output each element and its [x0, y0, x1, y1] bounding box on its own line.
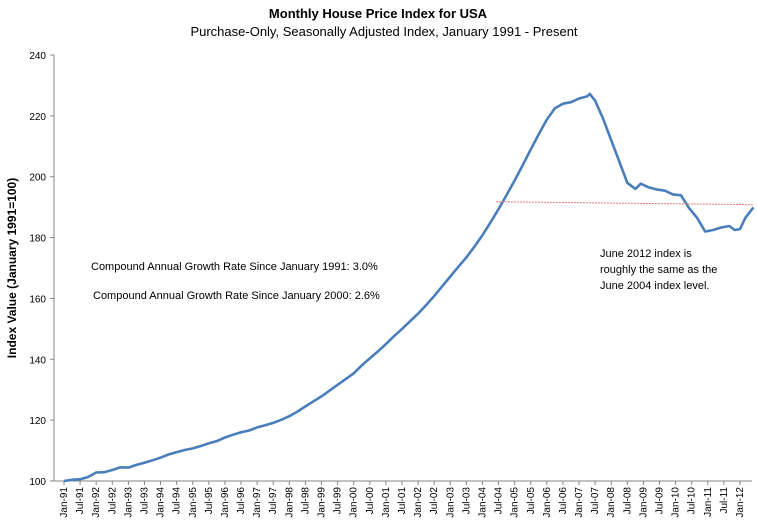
y-tick-label: 140	[29, 355, 46, 366]
x-tick-label: Jan-94	[156, 487, 167, 518]
y-ticks: 100 120 140 160 180 200 220 240	[29, 51, 54, 488]
x-tick-label: Jul-10	[687, 487, 698, 515]
x-tick-label: Jul-06	[558, 487, 569, 515]
x-tick-label: Jan-09	[638, 487, 649, 518]
x-tick-label: Jul-01	[397, 487, 408, 515]
reference-line-june-2004	[495, 201, 754, 206]
x-tick-label: Jan-91	[59, 487, 70, 518]
y-tick-label: 200	[29, 173, 46, 184]
x-tick-label: Jan-95	[188, 487, 199, 518]
x-tick-label: Jan-98	[284, 487, 295, 518]
x-tick-label: Jul-04	[494, 487, 505, 515]
x-tick-label: Jan-97	[252, 487, 263, 518]
y-tick-label: 220	[29, 112, 46, 123]
x-tick-label: Jan-05	[510, 487, 521, 518]
x-tick-label: Jul-99	[333, 487, 344, 515]
series-layer	[63, 92, 755, 483]
x-tick-label: Jul-07	[590, 487, 601, 515]
annotation-june-2012-line3: June 2004 index level.	[600, 280, 709, 292]
annotations: Compound Annual Growth Rate Since Januar…	[91, 248, 717, 302]
x-tick-label: Jan-96	[220, 487, 231, 518]
x-tick-label: Jan-92	[91, 487, 102, 518]
y-tick-label: 120	[29, 416, 46, 427]
x-tick-label: Jan-10	[671, 487, 682, 518]
x-tick-label: Jul-94	[172, 487, 183, 515]
annotation-june-2012-line2: roughly the same as the	[600, 264, 717, 276]
x-tick-label: Jan-11	[703, 487, 714, 517]
annotation-cagr-2000: Compound Annual Growth Rate Since Januar…	[93, 290, 380, 302]
x-tick-label: Jul-91	[75, 487, 86, 515]
x-tick-label: Jul-95	[204, 487, 215, 515]
x-tick-label: Jul-11	[719, 487, 730, 514]
x-tick-label: Jul-00	[365, 487, 376, 515]
x-tick-label: Jul-08	[622, 487, 633, 515]
x-tick-label: Jul-03	[461, 487, 472, 515]
x-tick-label: Jul-98	[300, 487, 311, 515]
y-tick-label: 240	[29, 51, 46, 62]
x-tick-label: Jan-03	[445, 487, 456, 518]
axes	[53, 55, 752, 482]
x-tick-label: Jul-93	[139, 487, 150, 515]
x-tick-label: Jan-12	[735, 487, 746, 518]
x-tick-label: Jan-93	[123, 487, 134, 518]
x-tick-label: Jan-99	[317, 487, 328, 518]
y-tick-label: 100	[29, 477, 46, 488]
x-ticks: Jan-91 Jul-91 Jan-92 Jul-92 Jan-93 Jul-93 Jan-…	[59, 481, 746, 518]
x-tick-label: Jan-08	[606, 487, 617, 518]
x-tick-label: Jul-09	[655, 487, 666, 515]
x-tick-label: Jan-02	[413, 487, 424, 518]
y-tick-label: 160	[29, 294, 46, 305]
y-axis-label: Index Value (January 1991=100)	[5, 178, 19, 358]
annotation-cagr-1991: Compound Annual Growth Rate Since Januar…	[91, 261, 378, 273]
x-tick-label: Jan-06	[542, 487, 553, 518]
x-tick-label: Jul-92	[107, 487, 118, 515]
x-tick-label: Jul-97	[268, 487, 279, 515]
x-tick-label: Jul-96	[236, 487, 247, 515]
y-tick-label: 180	[29, 234, 46, 245]
x-tick-label: Jul-05	[526, 487, 537, 515]
x-tick-label: Jan-04	[477, 487, 488, 518]
chart-title: Monthly House Price Index for USA	[269, 6, 488, 21]
x-tick-label: Jan-00	[349, 487, 360, 518]
series-line-hpi	[63, 92, 755, 483]
x-tick-label: Jul-02	[429, 487, 440, 515]
chart-subtitle: Purchase-Only, Seasonally Adjusted Index…	[190, 24, 577, 39]
annotation-june-2012-line1: June 2012 index is	[600, 248, 692, 260]
x-tick-label: Jan-07	[574, 487, 585, 518]
x-tick-label: Jan-01	[381, 487, 392, 518]
